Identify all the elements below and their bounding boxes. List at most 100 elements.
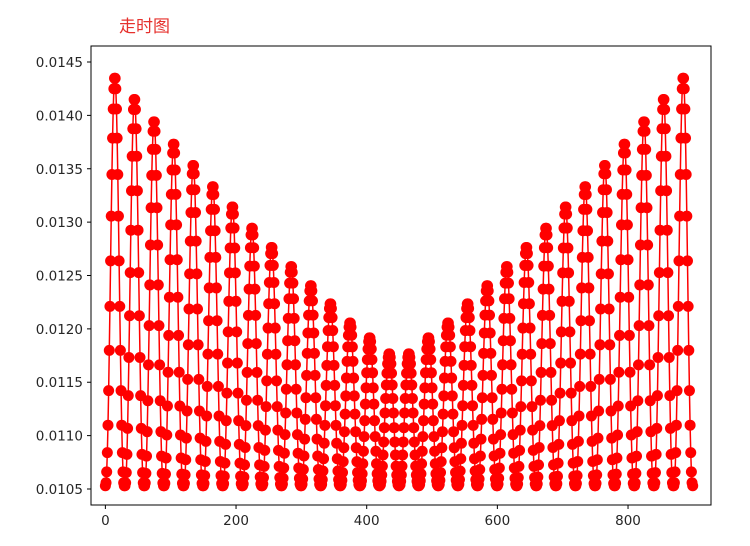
data-point xyxy=(534,420,546,432)
data-point xyxy=(178,477,190,489)
y-tick-label: 0.0135 xyxy=(36,162,83,178)
data-point xyxy=(581,203,593,215)
data-point xyxy=(287,277,299,289)
data-point xyxy=(415,468,427,480)
data-point xyxy=(397,449,409,461)
x-tick-label: 400 xyxy=(354,513,380,529)
data-point xyxy=(180,454,192,466)
data-point xyxy=(453,474,465,486)
data-point xyxy=(208,203,220,215)
data-point xyxy=(465,341,477,353)
data-point xyxy=(151,202,163,214)
data-point xyxy=(122,422,134,434)
data-point xyxy=(248,260,260,272)
data-point xyxy=(358,431,370,443)
data-point xyxy=(641,202,653,214)
data-point xyxy=(100,477,112,489)
data-point xyxy=(329,400,341,412)
data-point xyxy=(405,367,417,379)
data-point xyxy=(365,343,377,355)
data-point xyxy=(650,448,662,460)
data-point xyxy=(582,251,594,263)
data-point xyxy=(132,224,144,236)
data-point xyxy=(208,188,220,200)
data-point xyxy=(604,373,616,385)
data-point xyxy=(599,160,611,172)
data-point xyxy=(546,394,558,406)
data-point xyxy=(387,407,399,419)
data-point xyxy=(544,309,556,321)
data-point xyxy=(306,285,318,297)
data-point xyxy=(378,422,390,434)
data-point xyxy=(163,291,175,303)
data-point xyxy=(306,295,318,307)
data-point xyxy=(366,354,378,366)
data-point xyxy=(602,235,614,247)
data-point xyxy=(239,459,251,471)
data-point xyxy=(485,369,497,381)
data-point xyxy=(553,438,565,450)
data-point xyxy=(103,385,115,397)
data-point xyxy=(457,379,469,391)
data-point xyxy=(505,359,517,371)
data-point xyxy=(239,442,251,453)
data-point xyxy=(280,407,292,419)
data-point xyxy=(613,366,625,378)
data-point xyxy=(456,419,468,431)
data-point xyxy=(623,291,635,303)
data-point xyxy=(644,359,656,371)
data-point xyxy=(212,380,224,392)
data-point xyxy=(580,188,592,200)
data-point xyxy=(328,359,340,371)
data-point xyxy=(346,329,358,341)
data-point xyxy=(680,132,692,144)
data-point xyxy=(123,351,135,363)
data-point xyxy=(554,387,566,399)
data-point xyxy=(561,208,573,220)
data-point xyxy=(407,407,419,419)
data-point xyxy=(182,339,194,351)
data-point xyxy=(101,447,113,459)
data-point xyxy=(252,394,264,406)
data-point xyxy=(503,293,515,305)
data-point xyxy=(220,415,232,427)
data-point xyxy=(493,462,505,474)
data-point xyxy=(231,357,243,369)
data-point xyxy=(660,150,672,162)
data-point xyxy=(447,408,459,420)
data-point xyxy=(497,359,509,371)
data-point xyxy=(267,259,279,271)
data-point xyxy=(182,373,194,385)
data-point xyxy=(112,168,124,180)
data-point xyxy=(427,415,439,427)
data-point xyxy=(325,303,337,314)
data-point xyxy=(406,379,418,391)
data-point xyxy=(154,359,166,371)
data-point xyxy=(525,348,537,360)
data-point xyxy=(339,408,351,420)
data-point xyxy=(621,219,633,231)
y-tick-label: 0.0125 xyxy=(36,269,83,285)
data-point xyxy=(467,400,479,412)
data-point xyxy=(426,382,438,394)
data-point xyxy=(632,395,644,407)
data-point xyxy=(574,380,586,392)
data-point xyxy=(455,437,467,449)
data-point xyxy=(120,467,132,479)
data-point xyxy=(404,358,416,370)
data-point xyxy=(642,279,654,291)
data-point xyxy=(585,380,597,392)
y-tick-label: 0.0110 xyxy=(36,429,83,445)
data-point xyxy=(240,420,252,432)
data-point xyxy=(653,267,665,279)
data-point xyxy=(642,239,654,251)
data-point xyxy=(376,460,388,472)
x-tick-label: 800 xyxy=(615,513,641,529)
data-point xyxy=(113,255,125,267)
data-point xyxy=(629,477,641,489)
data-point xyxy=(347,355,359,367)
data-point xyxy=(506,407,518,419)
data-point xyxy=(601,207,613,219)
data-point xyxy=(476,392,488,404)
data-point xyxy=(502,277,514,289)
